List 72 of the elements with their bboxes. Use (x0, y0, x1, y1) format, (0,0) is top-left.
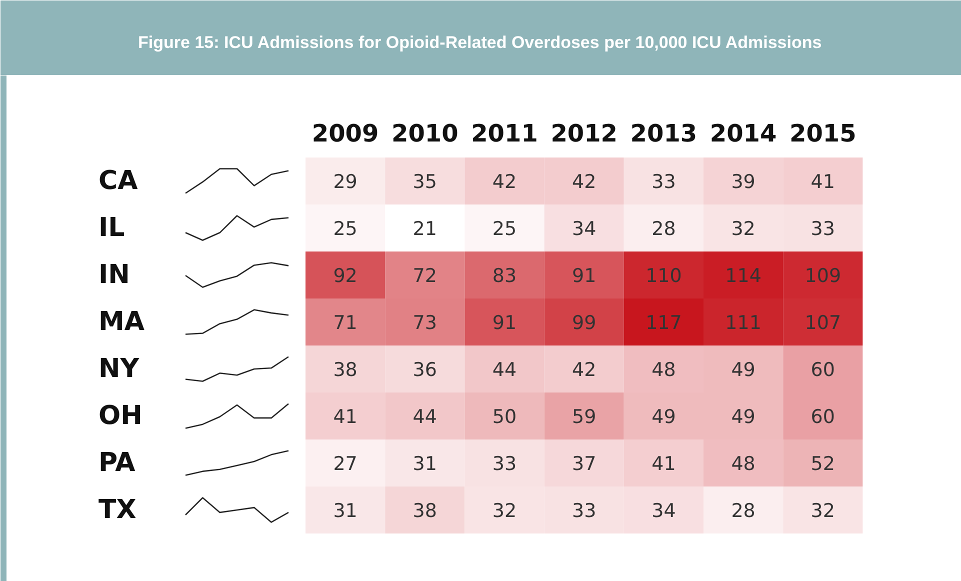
data-label: 37 (572, 453, 596, 475)
data-label: 109 (804, 265, 842, 287)
data-label: 49 (731, 406, 756, 428)
data-label: 28 (652, 218, 676, 240)
data-label: 41 (652, 453, 676, 475)
data-label: 60 (810, 406, 835, 428)
data-label: 107 (804, 312, 842, 334)
data-label: 35 (412, 171, 437, 193)
y-tick-label: IN (98, 260, 130, 290)
data-label: 32 (810, 500, 835, 522)
data-label: 32 (492, 500, 517, 522)
y-tick-label: NY (98, 354, 140, 384)
data-label: 48 (652, 359, 676, 381)
data-label: 83 (492, 265, 517, 287)
data-label: 28 (731, 500, 756, 522)
data-label: 33 (652, 171, 676, 193)
data-label: 33 (572, 500, 596, 522)
data-label: 52 (810, 453, 835, 475)
data-label: 27 (333, 453, 358, 475)
data-label: 41 (333, 406, 358, 428)
y-tick-label: TX (98, 495, 136, 525)
data-label: 39 (731, 171, 756, 193)
data-label: 34 (652, 500, 676, 522)
data-label: 117 (646, 312, 682, 334)
data-label: 111 (725, 312, 762, 334)
data-label: 42 (492, 171, 517, 193)
data-label: 25 (492, 218, 517, 240)
data-label: 32 (731, 218, 756, 240)
data-label: 21 (412, 218, 437, 240)
y-tick-label: IL (98, 213, 125, 243)
data-label: 38 (333, 359, 358, 381)
x-tick-label: 2012 (550, 120, 618, 148)
x-tick-label: 2011 (471, 120, 538, 148)
data-label: 41 (810, 171, 835, 193)
data-label: 60 (810, 359, 835, 381)
data-label: 73 (412, 312, 437, 334)
data-label: 49 (731, 359, 756, 381)
data-label: 33 (810, 218, 835, 240)
chart-title: Figure 15: ICU Admissions for Opioid-Related Overdoses per 10,000 ICU Admissions (138, 33, 822, 52)
data-label: 92 (333, 265, 358, 287)
data-label: 31 (333, 500, 358, 522)
data-label: 42 (572, 359, 596, 381)
data-label: 50 (492, 406, 517, 428)
data-label: 114 (725, 265, 762, 287)
data-label: 99 (572, 312, 596, 334)
data-label: 72 (412, 265, 437, 287)
data-label: 44 (412, 406, 437, 428)
x-tick-label: 2013 (630, 120, 698, 148)
y-tick-label: PA (98, 448, 136, 478)
data-label: 59 (572, 406, 596, 428)
data-label: 38 (412, 500, 437, 522)
data-label: 31 (412, 453, 437, 475)
data-label: 110 (646, 265, 682, 287)
data-label: 25 (333, 218, 358, 240)
data-label: 91 (492, 312, 517, 334)
data-label: 34 (572, 218, 596, 240)
x-tick-label: 2015 (790, 120, 856, 148)
y-tick-label: MA (98, 307, 144, 337)
x-tick-label: 2009 (312, 120, 379, 148)
x-tick-label: 2010 (392, 120, 458, 148)
data-label: 48 (731, 453, 756, 475)
x-tick-label: 2014 (710, 120, 777, 148)
data-label: 29 (333, 171, 358, 193)
y-tick-label: OH (98, 401, 142, 431)
data-label: 71 (333, 312, 358, 334)
data-label: 44 (492, 359, 517, 381)
data-label: 49 (652, 406, 676, 428)
y-tick-label: CA (98, 166, 138, 196)
data-label: 91 (572, 265, 596, 287)
data-label: 33 (492, 453, 517, 475)
data-label: 36 (412, 359, 437, 381)
data-label: 42 (572, 171, 596, 193)
